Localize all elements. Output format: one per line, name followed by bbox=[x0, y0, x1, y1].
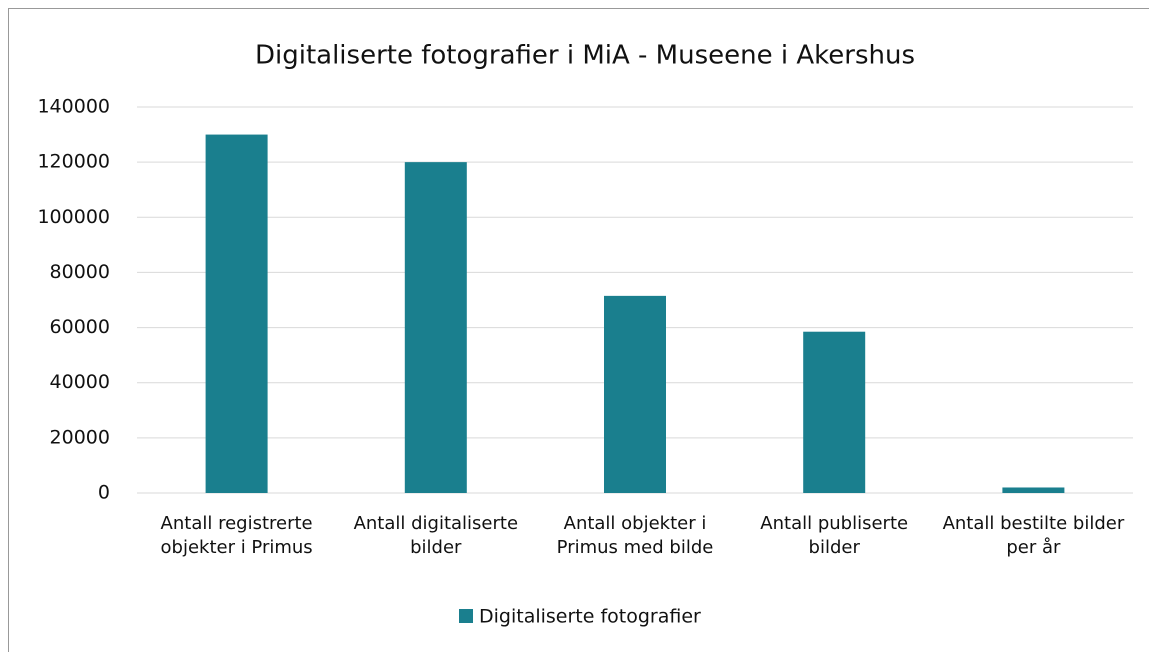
bar bbox=[803, 331, 866, 493]
x-tick-label: Antall bestilte bilder per år bbox=[942, 513, 1125, 558]
y-tick-label: 140000 bbox=[37, 96, 110, 118]
y-tick-label: 20000 bbox=[50, 426, 110, 448]
y-tick-label: 100000 bbox=[37, 206, 110, 228]
x-tick-label: Antall publiserte bilder bbox=[760, 513, 909, 558]
y-tick-label: 40000 bbox=[50, 371, 110, 393]
y-tick-label: 80000 bbox=[50, 261, 110, 283]
legend-swatch bbox=[459, 609, 473, 623]
bar bbox=[205, 134, 268, 494]
x-tick-label: Antall objekter i Primus med bilde bbox=[556, 513, 714, 558]
chart-border bbox=[8, 8, 1149, 652]
legend-label: Digitaliserte fotografier bbox=[479, 606, 701, 628]
y-tick-label: 120000 bbox=[37, 151, 110, 173]
bar bbox=[404, 162, 467, 493]
x-tick-label: Antall digitaliserte bilder bbox=[353, 513, 519, 558]
y-tick-label: 0 bbox=[98, 482, 110, 504]
bar bbox=[604, 295, 666, 493]
y-tick-label: 60000 bbox=[50, 316, 110, 338]
chart-title: Digitaliserte fotografier i MiA - Museen… bbox=[255, 41, 915, 71]
bar bbox=[1002, 487, 1065, 493]
x-tick-label: Antall registrerte objekter i Primus bbox=[160, 513, 313, 558]
